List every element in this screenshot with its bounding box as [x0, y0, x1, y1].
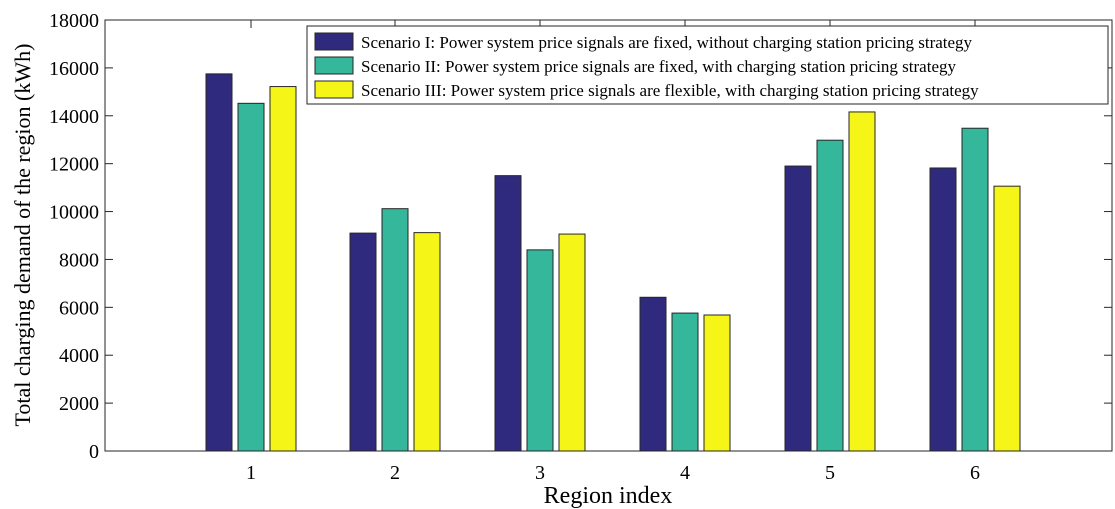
- x-axis-label: Region index: [544, 483, 673, 509]
- x-tick-label: 1: [246, 462, 256, 484]
- x-tick-label: 2: [390, 462, 400, 484]
- bar-series-1-region-5: [784, 165, 812, 452]
- bar-series-1-region-4: [639, 296, 667, 452]
- bar-series-3-region-1: [269, 86, 297, 452]
- legend-label: Scenario I: Power system price signals a…: [361, 33, 973, 52]
- legend-swatch: [314, 80, 354, 99]
- bars: [205, 73, 1021, 452]
- legend-box: [306, 25, 1109, 105]
- legend-label: Scenario III: Power system price signals…: [361, 81, 979, 100]
- bar-series-3-region-2: [413, 232, 441, 452]
- bar-series-2-region-5: [816, 139, 844, 452]
- bar-series-2-region-1: [237, 102, 265, 452]
- y-tick-label: 6000: [59, 297, 99, 319]
- x-tick-label: 6: [970, 462, 980, 484]
- bar-series-3-region-5: [848, 111, 876, 452]
- bar-series-3-region-6: [993, 185, 1021, 452]
- legend-swatch: [314, 56, 354, 75]
- bar-series-1-region-3: [494, 175, 522, 452]
- y-axis-label: Total charging demand of the region (kWh…: [10, 44, 35, 427]
- y-tick-label: 18000: [49, 10, 99, 32]
- bar-series-1-region-1: [205, 73, 233, 452]
- y-tick-label: 10000: [49, 202, 99, 224]
- axis-ticks: 0 2000 4000 6000 8000 10000 12000 14000 16000 180…: [49, 10, 1112, 484]
- bar-series-3-region-3: [558, 233, 586, 452]
- y-tick-label: 16000: [49, 58, 99, 80]
- bar-series-3-region-4: [703, 314, 731, 452]
- y-tick-label: 8000: [59, 249, 99, 271]
- y-tick-label: 12000: [49, 154, 99, 176]
- legend-swatch: [314, 32, 354, 51]
- bar-series-1-region-6: [929, 167, 957, 452]
- bar-series-2-region-2: [381, 208, 409, 452]
- y-tick-label: 4000: [59, 345, 99, 367]
- x-tick-label: 3: [535, 462, 545, 484]
- legend: Scenario I: Power system price signals a…: [306, 25, 1109, 105]
- x-tick-label: 4: [680, 462, 690, 484]
- bar-series-2-region-6: [961, 127, 989, 452]
- y-tick-label: 2000: [59, 393, 99, 415]
- legend-label: Scenario II: Power system price signals …: [361, 57, 957, 76]
- bar-series-1-region-2: [349, 232, 377, 452]
- y-tick-label: 14000: [49, 106, 99, 128]
- y-tick-label: 0: [89, 441, 99, 463]
- bar-series-2-region-4: [671, 312, 699, 452]
- x-tick-label: 5: [825, 462, 835, 484]
- bar-series-2-region-3: [526, 249, 554, 452]
